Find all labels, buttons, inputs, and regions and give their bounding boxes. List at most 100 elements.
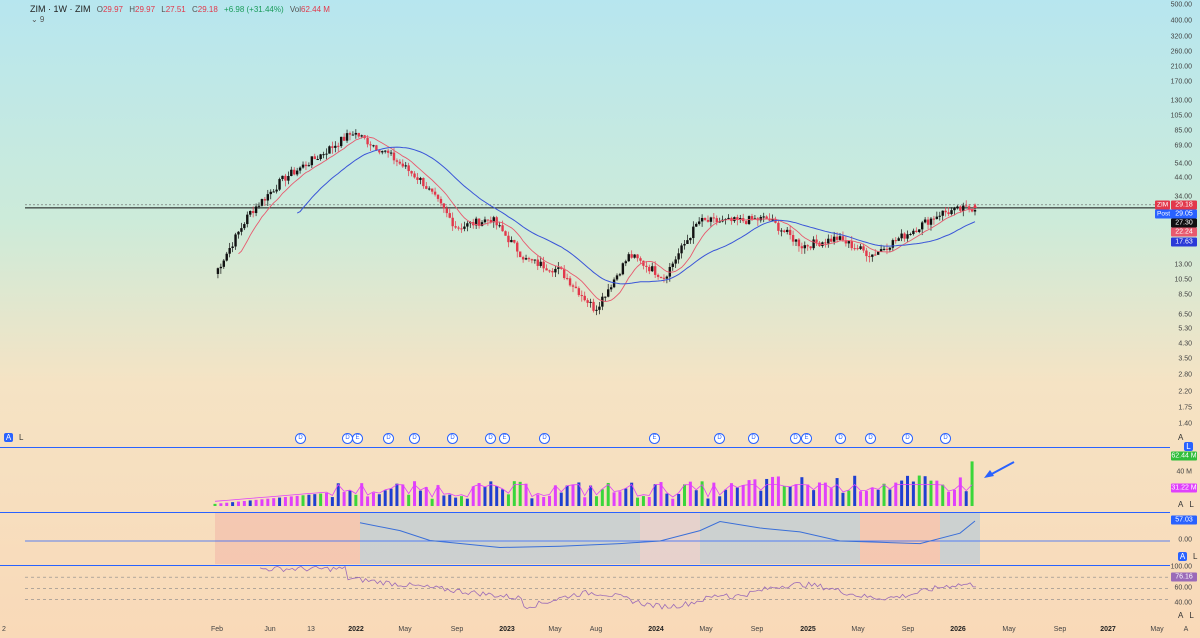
- dividend-marker[interactable]: D: [940, 433, 951, 444]
- candle-body: [360, 135, 363, 137]
- candle-body: [677, 253, 680, 260]
- candle-body: [454, 226, 457, 228]
- candle-body: [460, 228, 463, 230]
- dividend-marker[interactable]: D: [409, 433, 420, 444]
- auto-scale-button[interactable]: A: [4, 433, 13, 442]
- right-scale-controls[interactable]: A L: [1178, 433, 1200, 451]
- rsi-pane[interactable]: [0, 565, 1170, 624]
- collapse-indicators-button[interactable]: ⌄ 9: [31, 15, 45, 24]
- oscillator-log-label[interactable]: L: [1193, 552, 1198, 561]
- volume-bar: [612, 492, 616, 506]
- volume-bar: [459, 496, 463, 506]
- volume-bar: [565, 485, 569, 506]
- volume-bar: [671, 498, 675, 506]
- candle-body: [345, 133, 349, 141]
- candle-body: [662, 277, 666, 279]
- volume-bar: [641, 496, 645, 506]
- candle-body: [568, 278, 572, 286]
- candle-body: [342, 136, 346, 141]
- candle-body: [527, 258, 531, 260]
- candle-body: [962, 205, 965, 211]
- volume-bar: [236, 501, 240, 506]
- main-price-chart[interactable]: [0, 0, 1170, 445]
- candle-body: [571, 285, 575, 287]
- oscillator-pane[interactable]: [0, 512, 1170, 564]
- time-axis-right-edge[interactable]: A: [1183, 626, 1189, 633]
- dividend-marker[interactable]: D: [383, 433, 394, 444]
- volume-bar: [606, 482, 610, 506]
- volume-bar: [788, 486, 792, 506]
- rsi-log-label[interactable]: L: [1189, 611, 1194, 620]
- candle-body: [618, 274, 622, 276]
- candle-body: [947, 212, 950, 215]
- dividend-marker[interactable]: D: [865, 433, 876, 444]
- candle-body: [630, 254, 633, 258]
- volume-auto-label[interactable]: A: [1178, 500, 1184, 509]
- dividend-marker[interactable]: D: [835, 433, 846, 444]
- log-scale-button[interactable]: L: [19, 433, 24, 442]
- candle-body: [222, 260, 226, 267]
- volume-bar: [483, 486, 487, 506]
- log-scale-toggle[interactable]: L: [1184, 442, 1193, 451]
- candle-body: [389, 152, 393, 154]
- oscillator-auto-button[interactable]: A: [1178, 552, 1187, 561]
- auto-label[interactable]: A: [1178, 433, 1183, 442]
- dividend-marker[interactable]: D: [748, 433, 759, 444]
- rsi-tick-60: 60.00: [1174, 584, 1192, 592]
- dividend-marker[interactable]: D: [485, 433, 496, 444]
- volume-bar: [806, 484, 810, 506]
- candle-body: [973, 209, 977, 212]
- dividend-marker[interactable]: D: [447, 433, 458, 444]
- oscillator-axis[interactable]: 0.00: [1170, 512, 1200, 563]
- earnings-marker[interactable]: E: [649, 433, 660, 444]
- volume-bar: [489, 481, 493, 506]
- rsi-line: [259, 566, 977, 610]
- candle-body: [879, 249, 883, 252]
- earnings-marker[interactable]: E: [499, 433, 510, 444]
- candle-body: [633, 254, 636, 258]
- earnings-marker[interactable]: E: [352, 433, 363, 444]
- dividend-marker[interactable]: D: [295, 433, 306, 444]
- symbol-title[interactable]: ZIM · 1W · ZIM: [30, 4, 91, 14]
- rsi-axis[interactable]: 100.00 60.00 40.00: [1170, 564, 1200, 623]
- price-chart-canvas[interactable]: [0, 0, 1170, 445]
- volume-bar: [759, 490, 763, 506]
- volume-bar: [530, 498, 534, 506]
- candle-body: [744, 221, 748, 224]
- dividend-marker[interactable]: D: [539, 433, 550, 444]
- candle-body: [436, 194, 440, 199]
- candle-body: [783, 230, 786, 232]
- candle-body: [709, 217, 713, 222]
- volume-bar: [600, 489, 604, 506]
- candle-body: [923, 219, 927, 223]
- symbol-legend[interactable]: ZIM · 1W · ZIM O29.97 H29.97 L27.51 C29.…: [30, 4, 330, 14]
- earnings-marker[interactable]: E: [801, 433, 812, 444]
- volume-log-label[interactable]: L: [1189, 500, 1194, 509]
- oscillator-band: [700, 513, 860, 564]
- volume-axis[interactable]: 40 M: [1170, 447, 1200, 511]
- volume-bar: [336, 483, 340, 506]
- rsi-auto-label[interactable]: A: [1178, 611, 1184, 620]
- candle-body: [295, 170, 299, 175]
- dividend-marker[interactable]: D: [902, 433, 913, 444]
- candle-body: [560, 267, 563, 269]
- volume-bar: [307, 494, 311, 506]
- candle-body: [956, 206, 959, 208]
- volume-bar: [812, 490, 816, 506]
- price-tick: 85.00: [1174, 127, 1192, 135]
- volume-pane[interactable]: [0, 447, 1170, 512]
- dividend-marker[interactable]: D: [714, 433, 725, 444]
- price-axis[interactable]: 500.00 400.00 320.00 260.00 210.00 170.00 130.…: [1170, 0, 1200, 445]
- volume-bar: [389, 488, 393, 506]
- time-axis[interactable]: 2 Feb Jun 13 2022 May Sep 2023 May Aug 2024 May Sep…: [0, 623, 1170, 638]
- candle-body: [747, 216, 751, 224]
- candle-body: [794, 239, 798, 242]
- candle-body: [425, 186, 428, 189]
- volume-bar: [289, 496, 293, 506]
- candle-body: [501, 225, 504, 232]
- dividend-marker[interactable]: D: [790, 433, 801, 444]
